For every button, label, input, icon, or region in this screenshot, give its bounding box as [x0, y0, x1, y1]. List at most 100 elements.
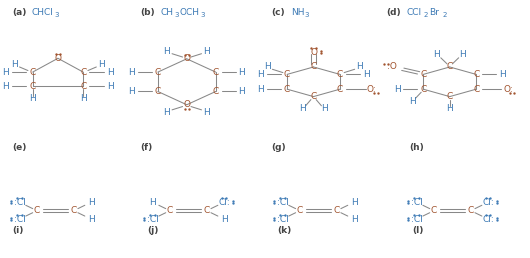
Text: :Cl: :Cl	[147, 215, 158, 224]
Text: H: H	[321, 104, 328, 113]
Text: (g): (g)	[271, 143, 286, 152]
Text: NH: NH	[291, 8, 304, 17]
Text: H: H	[221, 215, 227, 224]
Text: C: C	[473, 85, 479, 94]
Text: C: C	[447, 92, 453, 101]
Text: C: C	[311, 62, 316, 71]
Text: O: O	[310, 48, 317, 57]
Text: O: O	[55, 54, 61, 63]
Text: H: H	[499, 70, 506, 79]
Text: H: H	[409, 97, 416, 106]
Text: Cl:: Cl:	[482, 215, 494, 224]
Text: H: H	[299, 104, 306, 113]
Text: C: C	[284, 85, 290, 94]
Text: C: C	[155, 68, 161, 77]
Text: CHCl: CHCl	[32, 8, 54, 17]
Text: (i): (i)	[12, 227, 23, 236]
Text: C: C	[213, 87, 219, 96]
Text: CH: CH	[161, 8, 173, 17]
Text: C: C	[467, 206, 474, 215]
Text: 2: 2	[443, 12, 447, 18]
Text: H: H	[394, 85, 400, 94]
Text: 3: 3	[54, 12, 59, 18]
Text: H: H	[258, 70, 264, 79]
Text: H: H	[88, 215, 94, 224]
Text: H: H	[446, 104, 453, 113]
Text: H: H	[460, 50, 466, 59]
Text: O: O	[183, 54, 190, 63]
Text: H: H	[204, 108, 210, 117]
Text: H: H	[107, 68, 114, 77]
Text: C: C	[30, 82, 36, 91]
Text: H: H	[363, 70, 369, 79]
Text: H: H	[88, 198, 94, 207]
Text: H: H	[80, 94, 86, 103]
Text: :Cl: :Cl	[14, 215, 25, 224]
Text: C: C	[473, 70, 479, 79]
Text: :Cl: :Cl	[411, 198, 422, 207]
Text: Cl:: Cl:	[482, 198, 494, 207]
Text: :Cl: :Cl	[411, 215, 422, 224]
Text: H: H	[163, 108, 170, 117]
Text: H: H	[149, 198, 156, 207]
Text: C: C	[297, 206, 303, 215]
Text: C: C	[337, 85, 343, 94]
Text: Br: Br	[429, 8, 438, 17]
Text: H: H	[128, 87, 135, 96]
Text: H: H	[128, 68, 135, 77]
Text: (l): (l)	[412, 227, 423, 236]
Text: C: C	[34, 206, 40, 215]
Text: H: H	[98, 60, 105, 69]
Text: (j): (j)	[147, 227, 158, 236]
Text: C: C	[431, 206, 437, 215]
Text: H: H	[238, 87, 245, 96]
Text: C: C	[447, 62, 453, 71]
Text: H: H	[351, 198, 357, 207]
Text: H: H	[357, 62, 363, 71]
Text: CCl: CCl	[407, 8, 422, 17]
Text: H: H	[2, 68, 8, 77]
Text: C: C	[80, 68, 86, 77]
Text: C: C	[155, 87, 161, 96]
Text: H: H	[107, 82, 114, 91]
Text: C: C	[337, 70, 343, 79]
Text: H: H	[163, 47, 170, 56]
Text: (k): (k)	[277, 227, 292, 236]
Text: H: H	[29, 94, 36, 103]
Text: (b): (b)	[140, 8, 155, 17]
Text: O:: O:	[367, 85, 376, 94]
Text: (h): (h)	[409, 143, 424, 152]
Text: (d): (d)	[386, 8, 401, 17]
Text: H: H	[258, 85, 264, 94]
Text: C: C	[30, 68, 36, 77]
Text: 3: 3	[305, 12, 309, 18]
Text: C: C	[204, 206, 210, 215]
Text: :Cl: :Cl	[14, 198, 25, 207]
Text: H: H	[238, 68, 245, 77]
Text: C: C	[420, 85, 427, 94]
Text: 3: 3	[200, 12, 205, 18]
Text: 2: 2	[423, 12, 428, 18]
Text: C: C	[420, 70, 427, 79]
Text: H: H	[264, 62, 270, 71]
Text: (c): (c)	[271, 8, 285, 17]
Text: (a): (a)	[12, 8, 26, 17]
Text: :O: :O	[387, 62, 396, 71]
Text: O:: O:	[504, 85, 514, 94]
Text: :Cl: :Cl	[277, 198, 288, 207]
Text: (f): (f)	[140, 143, 153, 152]
Text: 3: 3	[174, 12, 179, 18]
Text: H: H	[433, 50, 440, 59]
Text: OCH: OCH	[180, 8, 199, 17]
Text: C: C	[167, 206, 173, 215]
Text: O: O	[183, 100, 190, 109]
Text: C: C	[213, 68, 219, 77]
Text: Cl:: Cl:	[218, 198, 230, 207]
Text: (e): (e)	[12, 143, 26, 152]
Text: C: C	[311, 92, 316, 101]
Text: H: H	[11, 60, 17, 69]
Text: C: C	[333, 206, 340, 215]
Text: :Cl: :Cl	[277, 215, 288, 224]
Text: H: H	[351, 215, 357, 224]
Text: H: H	[204, 47, 210, 56]
